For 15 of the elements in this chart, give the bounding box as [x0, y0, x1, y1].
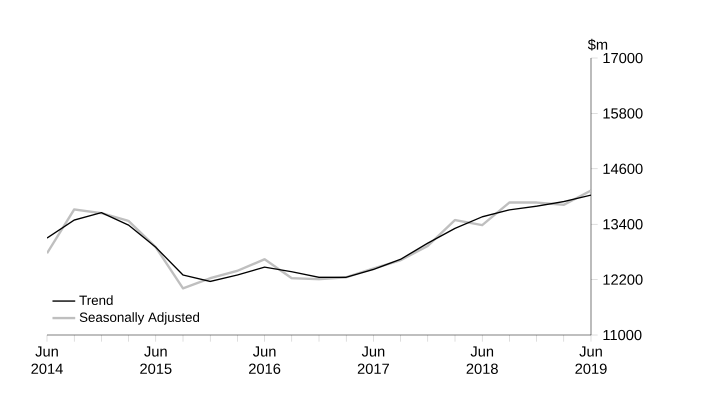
y-axis-title: $m — [588, 38, 608, 51]
y-tick-label: 17000 — [603, 52, 643, 64]
legend-label: Seasonally Adjusted — [80, 312, 200, 325]
legend-label: Trend — [79, 295, 113, 305]
x-tick-label: Jun 2018 — [466, 346, 498, 374]
y-tick-label: 11000 — [603, 330, 642, 340]
y-tick-label: 15800 — [603, 108, 643, 119]
x-tick-label: Jun 2017 — [358, 346, 389, 374]
x-tick-label: Jun 2016 — [249, 346, 280, 374]
y-tick-label: 12200 — [603, 274, 643, 285]
x-tick-label: Jun 2019 — [575, 346, 607, 374]
y-tick-label: 14600 — [603, 164, 643, 174]
x-tick-label: Jun 2014 — [31, 346, 63, 374]
y-tick-label: 13400 — [603, 219, 643, 230]
x-tick-label: Jun 2015 — [140, 346, 172, 374]
